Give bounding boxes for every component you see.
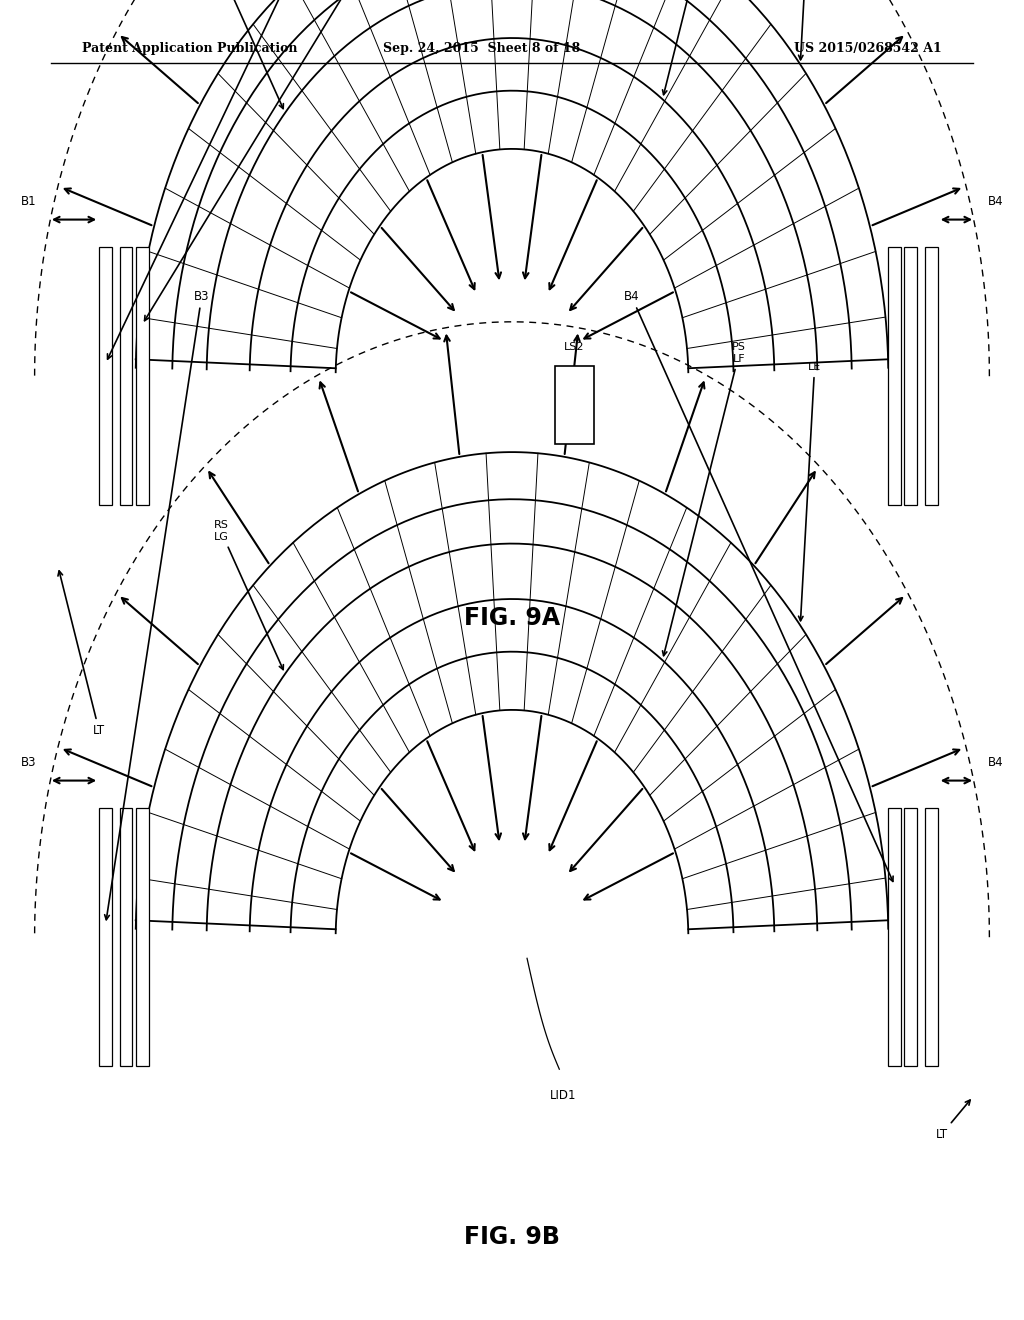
Text: LE: LE [799, 0, 821, 59]
Text: PS
LF: PS LF [663, 342, 746, 656]
Text: LT: LT [58, 570, 105, 737]
Polygon shape [120, 247, 132, 506]
Polygon shape [925, 808, 938, 1067]
Text: LT: LT [936, 1100, 970, 1140]
Text: B1: B1 [20, 195, 36, 209]
Text: LID1: LID1 [550, 1089, 577, 1102]
Text: B3: B3 [108, 0, 413, 359]
Text: FIG. 9B: FIG. 9B [464, 1225, 560, 1249]
Text: RS
LG: RS LG [213, 0, 284, 108]
Text: FIG. 9A: FIG. 9A [464, 606, 560, 630]
Polygon shape [99, 247, 112, 506]
Polygon shape [555, 366, 594, 444]
Text: B4: B4 [624, 289, 893, 882]
Text: B3: B3 [20, 756, 36, 770]
Polygon shape [925, 247, 938, 506]
Text: RS
LG: RS LG [213, 520, 284, 669]
Polygon shape [120, 808, 132, 1067]
Polygon shape [888, 247, 901, 506]
Polygon shape [888, 808, 901, 1067]
Text: B2: B2 [144, 0, 499, 321]
Text: LS2: LS2 [564, 342, 585, 352]
Text: PS
LF: PS LF [663, 0, 746, 95]
Text: Sep. 24, 2015  Sheet 8 of 18: Sep. 24, 2015 Sheet 8 of 18 [383, 42, 580, 55]
Text: US 2015/0268542 A1: US 2015/0268542 A1 [795, 42, 942, 55]
Text: B4: B4 [988, 195, 1004, 209]
Text: B4: B4 [988, 756, 1004, 770]
Text: B3: B3 [104, 289, 210, 920]
Polygon shape [135, 247, 148, 506]
Polygon shape [99, 808, 112, 1067]
Polygon shape [904, 247, 918, 506]
Polygon shape [904, 808, 918, 1067]
Text: Patent Application Publication: Patent Application Publication [82, 42, 297, 55]
Text: LE: LE [799, 362, 821, 620]
Polygon shape [135, 808, 148, 1067]
